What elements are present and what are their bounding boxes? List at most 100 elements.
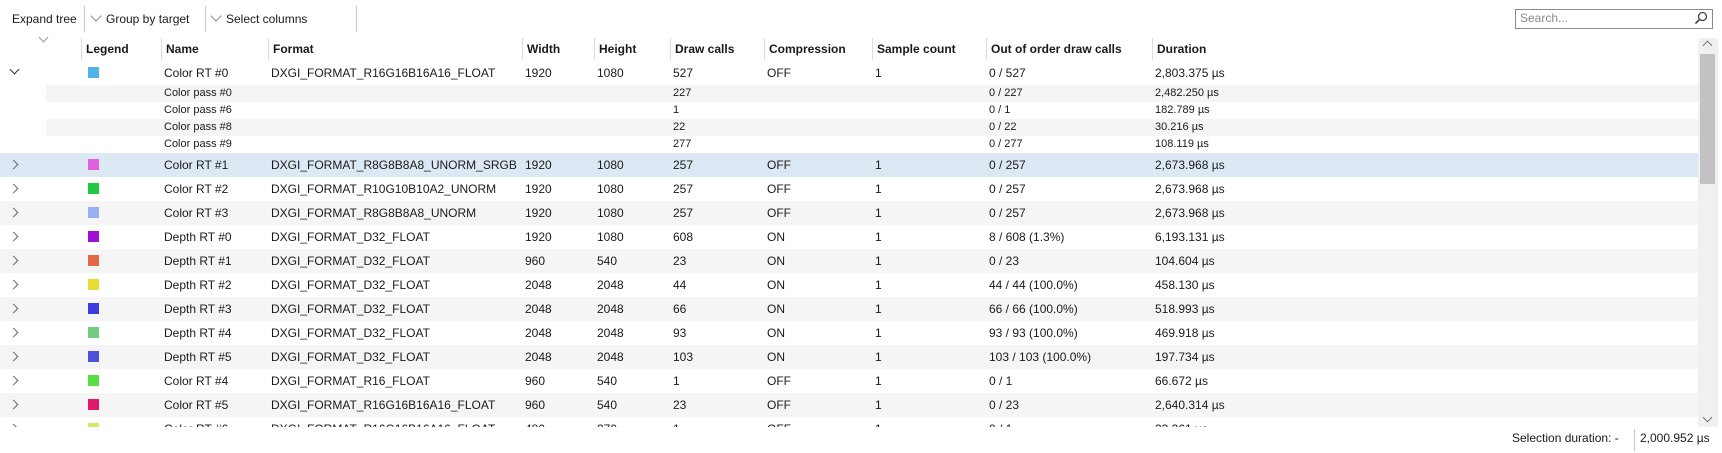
search-icon[interactable] bbox=[1694, 11, 1708, 25]
scroll-up-icon[interactable] bbox=[1702, 40, 1713, 51]
column-header-width[interactable]: Width bbox=[522, 38, 594, 60]
cell-out-of-order: 66 / 66 (100.0%) bbox=[989, 302, 1078, 316]
scrollbar-thumb[interactable] bbox=[1700, 54, 1715, 184]
cell-sample-count: 1 bbox=[875, 350, 882, 364]
cell-name: Depth RT #3 bbox=[164, 302, 232, 316]
collapse-chevron-icon[interactable] bbox=[9, 64, 20, 75]
search-input[interactable] bbox=[1516, 10, 1694, 26]
toolbar-divider bbox=[84, 6, 85, 32]
cell-sample-count: 1 bbox=[875, 278, 882, 292]
cell-duration: 30.216 µs bbox=[1155, 121, 1204, 133]
cell-format: DXGI_FORMAT_R16G16B16A16_FLOAT bbox=[271, 398, 496, 412]
table-row[interactable]: Color RT #6 DXGI_FORMAT_R16G16B16A16_FLOA… bbox=[0, 417, 1698, 427]
cell-duration: 182.789 µs bbox=[1155, 104, 1210, 116]
column-header-legend[interactable]: Legend bbox=[81, 38, 161, 60]
column-header-sample-count[interactable]: Sample count bbox=[872, 38, 986, 60]
select-columns-button[interactable]: Select columns bbox=[208, 9, 307, 29]
sub-row[interactable]: Color pass #0 227 0 / 227 2,482.250 µs bbox=[46, 85, 1698, 102]
cell-out-of-order: 0 / 257 bbox=[989, 158, 1026, 172]
cell-out-of-order: 8 / 608 (1.3%) bbox=[989, 230, 1065, 244]
table-row[interactable]: Color RT #5 DXGI_FORMAT_R16G16B16A16_FLOA… bbox=[0, 393, 1698, 417]
selection-duration-label: Selection duration: - bbox=[1512, 431, 1619, 445]
scroll-down-icon[interactable] bbox=[1702, 412, 1713, 423]
group-by-target-button[interactable]: Group by target bbox=[88, 9, 189, 29]
column-header-out-of-order-draw-calls[interactable]: Out of order draw calls bbox=[986, 38, 1152, 60]
sub-row[interactable]: Color pass #9 277 0 / 277 108.119 µs bbox=[46, 136, 1698, 153]
cell-height: 1080 bbox=[597, 230, 624, 244]
expand-chevron-icon[interactable] bbox=[8, 399, 19, 410]
column-header-format[interactable]: Format bbox=[268, 38, 522, 60]
cell-height: 270 bbox=[597, 417, 617, 427]
cell-draw-calls: 257 bbox=[673, 158, 694, 172]
sub-row[interactable]: Color pass #8 22 0 / 22 30.216 µs bbox=[46, 119, 1698, 136]
table-row[interactable]: Color RT #2 DXGI_FORMAT_R10G10B10A2_UNORM… bbox=[0, 177, 1698, 201]
cell-height: 2048 bbox=[597, 278, 624, 292]
selection-duration-value: 2,000.952 µs bbox=[1640, 431, 1710, 445]
cell-name: Color RT #5 bbox=[164, 398, 229, 412]
cell-out-of-order: 0 / 277 bbox=[989, 138, 1023, 150]
chevron-down-icon bbox=[210, 10, 222, 22]
table-row[interactable]: Depth RT #4 DXGI_FORMAT_D32_FLOAT 2048 2048… bbox=[0, 321, 1698, 345]
column-header-compression[interactable]: Compression bbox=[764, 38, 872, 60]
expand-chevron-icon[interactable] bbox=[8, 207, 19, 218]
cell-width: 1920 bbox=[525, 158, 552, 172]
column-header-height[interactable]: Height bbox=[594, 38, 670, 60]
table-row[interactable]: Color RT #4 DXGI_FORMAT_R16_FLOAT 960 540 1 O… bbox=[0, 369, 1698, 393]
cell-compression: OFF bbox=[767, 398, 791, 412]
cell-draw-calls: 23 bbox=[673, 398, 687, 412]
cell-compression: ON bbox=[767, 254, 785, 268]
column-header-duration[interactable]: Duration bbox=[1152, 38, 1282, 60]
cell-height: 2048 bbox=[597, 350, 624, 364]
cell-out-of-order: 0 / 227 bbox=[989, 87, 1023, 99]
cell-format: DXGI_FORMAT_D32_FLOAT bbox=[271, 230, 430, 244]
cell-out-of-order: 0 / 1 bbox=[989, 374, 1013, 388]
vertical-scrollbar[interactable] bbox=[1698, 38, 1718, 427]
expand-chevron-icon[interactable] bbox=[8, 255, 19, 266]
table-row[interactable]: Depth RT #0 DXGI_FORMAT_D32_FLOAT 1920 1080… bbox=[0, 225, 1698, 249]
cell-height: 1080 bbox=[597, 158, 624, 172]
cell-duration: 2,673.968 µs bbox=[1155, 206, 1225, 220]
table-row[interactable]: Depth RT #5 DXGI_FORMAT_D32_FLOAT 2048 2048… bbox=[0, 345, 1698, 369]
cell-height: 540 bbox=[597, 374, 618, 388]
column-header-name[interactable]: Name bbox=[161, 38, 268, 60]
expand-chevron-icon[interactable] bbox=[8, 231, 19, 242]
cell-name: Depth RT #0 bbox=[164, 230, 232, 244]
cell-sample-count: 1 bbox=[875, 302, 882, 316]
toolbar-divider bbox=[205, 6, 206, 32]
cell-name: Color pass #0 bbox=[164, 87, 232, 99]
cell-width: 1920 bbox=[525, 66, 552, 80]
expand-chevron-icon[interactable] bbox=[8, 303, 19, 314]
legend-swatch bbox=[88, 207, 99, 218]
expand-chevron-icon[interactable] bbox=[8, 327, 19, 338]
table-row[interactable]: Depth RT #2 DXGI_FORMAT_D32_FLOAT 2048 2048… bbox=[0, 273, 1698, 297]
expand-chevron-icon[interactable] bbox=[8, 183, 19, 194]
sub-row[interactable]: Color pass #6 1 0 / 1 182.789 µs bbox=[46, 102, 1698, 119]
cell-duration: 66.672 µs bbox=[1155, 374, 1208, 388]
cell-out-of-order: 0 / 23 bbox=[989, 254, 1020, 268]
expand-chevron-icon[interactable] bbox=[8, 375, 19, 386]
table-row[interactable]: Color RT #0 DXGI_FORMAT_R16G16B16A16_FLOA… bbox=[0, 61, 1698, 85]
cell-width: 1920 bbox=[525, 206, 552, 220]
cell-draw-calls: 23 bbox=[673, 254, 687, 268]
cell-draw-calls: 608 bbox=[673, 230, 694, 244]
expand-chevron-icon[interactable] bbox=[8, 279, 19, 290]
cell-duration: 108.119 µs bbox=[1155, 138, 1209, 150]
legend-swatch bbox=[88, 255, 99, 266]
cell-compression: OFF bbox=[767, 158, 791, 172]
table-row[interactable]: Color RT #1 DXGI_FORMAT_R8G8B8A8_UNORM_SR… bbox=[0, 153, 1698, 177]
cell-sample-count: 1 bbox=[875, 158, 882, 172]
expand-chevron-icon[interactable] bbox=[8, 159, 19, 170]
cell-format: DXGI_FORMAT_D32_FLOAT bbox=[271, 302, 430, 316]
cell-width: 960 bbox=[525, 254, 546, 268]
cell-out-of-order: 0 / 1 bbox=[989, 104, 1011, 116]
table-row[interactable]: Color RT #3 DXGI_FORMAT_R8G8B8A8_UNORM 192… bbox=[0, 201, 1698, 225]
table-row[interactable]: Depth RT #3 DXGI_FORMAT_D32_FLOAT 2048 2048… bbox=[0, 297, 1698, 321]
search-box[interactable] bbox=[1515, 9, 1713, 29]
cell-compression: OFF bbox=[767, 206, 791, 220]
expand-tree-button[interactable]: Expand tree bbox=[12, 12, 77, 26]
expand-chevron-icon[interactable] bbox=[8, 351, 19, 362]
cell-draw-calls: 44 bbox=[673, 278, 687, 292]
column-header-draw-calls[interactable]: Draw calls bbox=[670, 38, 764, 60]
cell-name: Color RT #6 bbox=[164, 417, 228, 427]
table-row[interactable]: Depth RT #1 DXGI_FORMAT_D32_FLOAT 960 540 23… bbox=[0, 249, 1698, 273]
